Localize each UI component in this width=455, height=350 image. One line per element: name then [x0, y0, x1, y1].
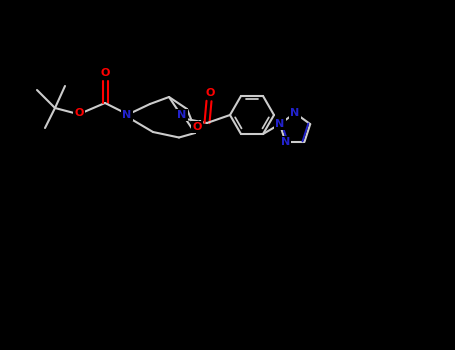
Text: N: N [290, 108, 300, 118]
Text: N: N [122, 110, 131, 120]
Text: O: O [192, 122, 202, 132]
Text: O: O [100, 68, 110, 78]
Text: N: N [275, 119, 284, 129]
Text: N: N [177, 110, 187, 120]
Text: O: O [74, 108, 84, 118]
Text: O: O [205, 88, 215, 98]
Text: N: N [281, 137, 290, 147]
